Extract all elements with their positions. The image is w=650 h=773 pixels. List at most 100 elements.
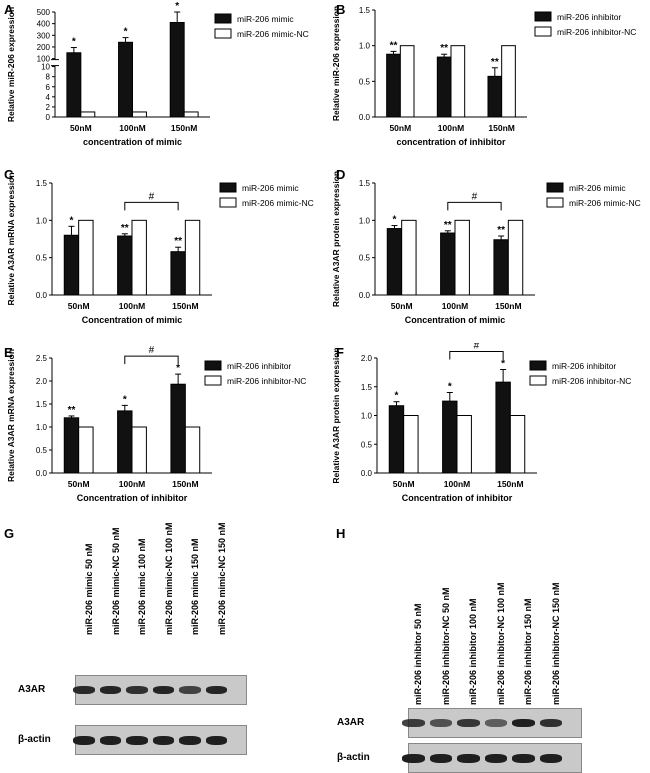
blot-band [152,736,174,745]
western-blot-h: miR-206 inhibitor 50 nM miR-206 inhibitor… [325,525,650,773]
bar-treatment [440,232,456,296]
bar-treatment [386,228,403,296]
blot-strip [73,675,247,705]
y-tick-label: 500 [37,8,51,17]
significance-mark: ** [491,57,499,68]
y-tick-label: 2.0 [36,377,48,386]
bar-treatment [436,56,452,118]
x-tick-label: 100nM [119,301,145,311]
bar-treatment [63,234,80,296]
x-tick-label: 150nM [171,123,197,133]
y-tick-label: 2.5 [36,354,48,363]
y-tick-label: 0.0 [359,113,371,122]
chart-e: 0.0 0.5 1.0 1.5 2.0 2.5 ** 50nM * 100nM * 150nM # Con… [6,345,306,503]
blot-band [179,686,201,694]
x-axis-label: Concentration of mimic [82,315,183,325]
bar-control [399,45,415,118]
legend-label: miR-206 inhibitor-NC [227,376,306,386]
y-tick-label: 1.0 [36,216,48,225]
legend-label: miR-206 inhibitor-NC [552,376,631,386]
y-tick-label: 0.5 [36,254,48,263]
panel-letter-d: D [336,167,346,182]
blot-strip [402,743,582,773]
bar-control [450,45,466,118]
bar-control [456,415,472,474]
x-axis-label: Concentration of mimic [405,315,506,325]
blot-band [484,719,507,727]
blot-band [539,754,562,763]
significance-mark: * [448,382,452,393]
bar-control [509,415,526,474]
bar-control [401,219,417,296]
y-tick-label: 0.0 [36,291,48,300]
bar-treatment [170,383,186,474]
lane-label: miR-206 inhibitor 100 nM [468,598,478,705]
panel-letter-c: C [4,167,14,182]
y-tick-label: 2 [46,103,51,112]
lane-label: miR-206 inhibitor-NC 150 nM [550,582,561,705]
significance-mark: ** [68,405,76,416]
y-tick-label: 6 [46,83,51,92]
bar-control [183,111,199,118]
legend-swatch [546,182,564,193]
blot-band [539,719,562,727]
blot-band [402,719,425,727]
legend-swatch [214,13,232,24]
legend-swatch [529,360,547,371]
bar-control [132,111,147,118]
y-axis-label: Relative A3AR mRNA expression [6,172,16,305]
western-blot-g: miR-206 mimic 50 nM miR-206 mimic-NC 50 n… [0,522,325,764]
significance-mark: ** [390,40,398,51]
significance-mark: * [70,215,74,226]
x-axis-label: Concentration of inhibitor [77,493,188,503]
significance-mark: * [123,394,127,405]
blot-band [205,686,227,694]
significance-mark: * [72,37,76,48]
legend-label: miR-206 mimic-NC [569,198,641,208]
x-axis-label: concentration of mimic [83,137,182,147]
blot-band [512,754,535,763]
bar-control [501,45,516,118]
significance-mark: * [124,27,128,38]
bar-treatment [170,251,186,296]
bar-control [78,426,94,474]
bar-control [131,219,147,296]
y-tick-label: 1.0 [359,42,371,51]
blot-band [484,754,507,763]
bar-control [454,219,470,296]
comparison-bracket [449,351,504,360]
x-tick-label: 150nM [495,301,521,311]
panel-letter-h: H [336,526,346,541]
lane-label: miR-206 mimic 150 nM [190,538,200,635]
bar-treatment [169,21,185,118]
significance-mark: ** [121,223,129,234]
y-axis-label: Relative miR-206 expression [6,7,16,122]
comparison-bracket [124,201,179,211]
lane-label: miR-206 inhibitor 50 nM [413,603,423,705]
blot-band [457,719,480,727]
y-tick-label: 1.5 [36,400,48,409]
blot-row-label: β-actin [18,734,51,745]
y-tick-label: 0.5 [359,77,371,86]
legend-label: miR-206 mimic-NC [237,29,309,39]
legend-label: miR-206 mimic-NC [242,198,314,208]
y-tick-label: 0 [46,113,51,122]
y-axis-label: Relative A3AR protein expression [331,171,341,307]
legend-swatch [534,11,552,22]
chart-b: 0.0 0.5 1.0 1.5 ** 50nM ** 100nM ** 150nM concentr… [331,6,636,147]
chart-f: 0.0 0.5 1.0 1.5 2.0 * 50nM * 100nM * 150nM # Concent… [331,343,631,503]
x-tick-label: 150nM [497,479,523,489]
y-tick-label: 300 [37,31,51,40]
lane-label: miR-206 inhibitor-NC 100 nM [495,582,506,705]
legend-label: miR-206 inhibitor [227,361,291,371]
y-tick-label: 100 [37,55,51,64]
y-axis-label: Relative A3AR protein expression [331,347,341,483]
blot-band [73,686,95,694]
blot-strip [402,708,582,738]
bracket-label: # [149,191,155,202]
legend-swatch [534,26,552,37]
lane-label: miR-206 mimic-NC 50 nM [110,527,121,635]
legend-label: miR-206 mimic [569,183,626,193]
x-axis-label: concentration of inhibitor [397,137,506,147]
